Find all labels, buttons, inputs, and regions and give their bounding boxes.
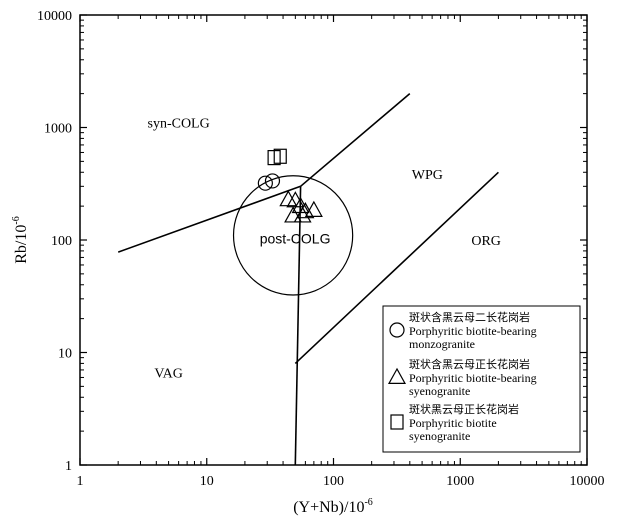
legend-marker-square	[390, 414, 404, 430]
x-axis-title-exp: -6	[364, 497, 372, 508]
post-colg-label: post-COLG	[260, 230, 331, 246]
circle-point	[257, 175, 273, 191]
circle-point	[264, 173, 281, 189]
legend-label-cn: 斑状黑云母正长花岗岩	[409, 402, 519, 416]
x-tick-label: 1000	[446, 474, 474, 489]
square-point	[273, 148, 287, 164]
x-tick-label: 100	[323, 474, 344, 489]
post-colg-ellipse	[232, 175, 354, 296]
region-label: VAG	[154, 366, 183, 381]
region-labels: syn-COLG WPG ORG VAG	[148, 117, 501, 382]
x-tick-label: 10	[200, 474, 214, 489]
region-label: ORG	[471, 234, 501, 249]
legend-marker-triangle	[387, 367, 407, 384]
vag-wpg-boundary	[294, 186, 302, 466]
legend-label-en: Porphyritic biotite-bearing	[409, 371, 537, 385]
triangle-point	[293, 206, 312, 223]
x-axis-title-text: (Y+Nb)/10	[293, 499, 364, 516]
triangle-point	[284, 206, 303, 223]
legend-box	[382, 305, 581, 453]
wpg-org-boundary	[294, 171, 499, 364]
x-axis-title: (Y+Nb)/10-6	[293, 497, 373, 516]
legend-label-en: monzogranite	[409, 337, 475, 351]
y-axis-title-exp: -6	[11, 216, 22, 224]
triangle-point	[304, 200, 323, 217]
legend-label-en: Porphyritic biotite-bearing	[409, 324, 537, 338]
y-tick-label: 1	[65, 459, 72, 474]
field-boundaries	[117, 92, 499, 466]
axis-ticks: 1 10 100 1000 10000 1 10 100 1000 10000	[37, 9, 605, 489]
data-points	[257, 148, 323, 223]
legend-marker-circle	[389, 322, 405, 338]
syncolg-wpg-boundary	[300, 92, 411, 187]
legend-label-en: Porphyritic biotite	[409, 416, 497, 430]
region-label: syn-COLG	[148, 117, 210, 132]
y-axis-title: Rb/10-6	[11, 216, 30, 263]
x-tick-label: 1	[77, 474, 84, 489]
vag-syncolg-boundary	[117, 185, 301, 253]
region-label: WPG	[412, 168, 443, 183]
y-tick-label: 100	[51, 234, 72, 249]
legend-label-cn: 斑状含黑云母二长花岗岩	[409, 310, 530, 324]
y-tick-label: 10	[58, 347, 72, 362]
legend-label-en: syenogranite	[409, 429, 470, 443]
y-axis-title-text: Rb/10	[13, 225, 30, 264]
y-tick-label: 10000	[37, 9, 72, 24]
legend-label-en: syenogranite	[409, 384, 470, 398]
x-tick-label: 10000	[570, 474, 605, 489]
post-colg-field: post-COLG	[232, 175, 354, 296]
legend-label-cn: 斑状含黑云母正长花岗岩	[409, 357, 530, 371]
y-tick-label: 1000	[44, 122, 72, 137]
